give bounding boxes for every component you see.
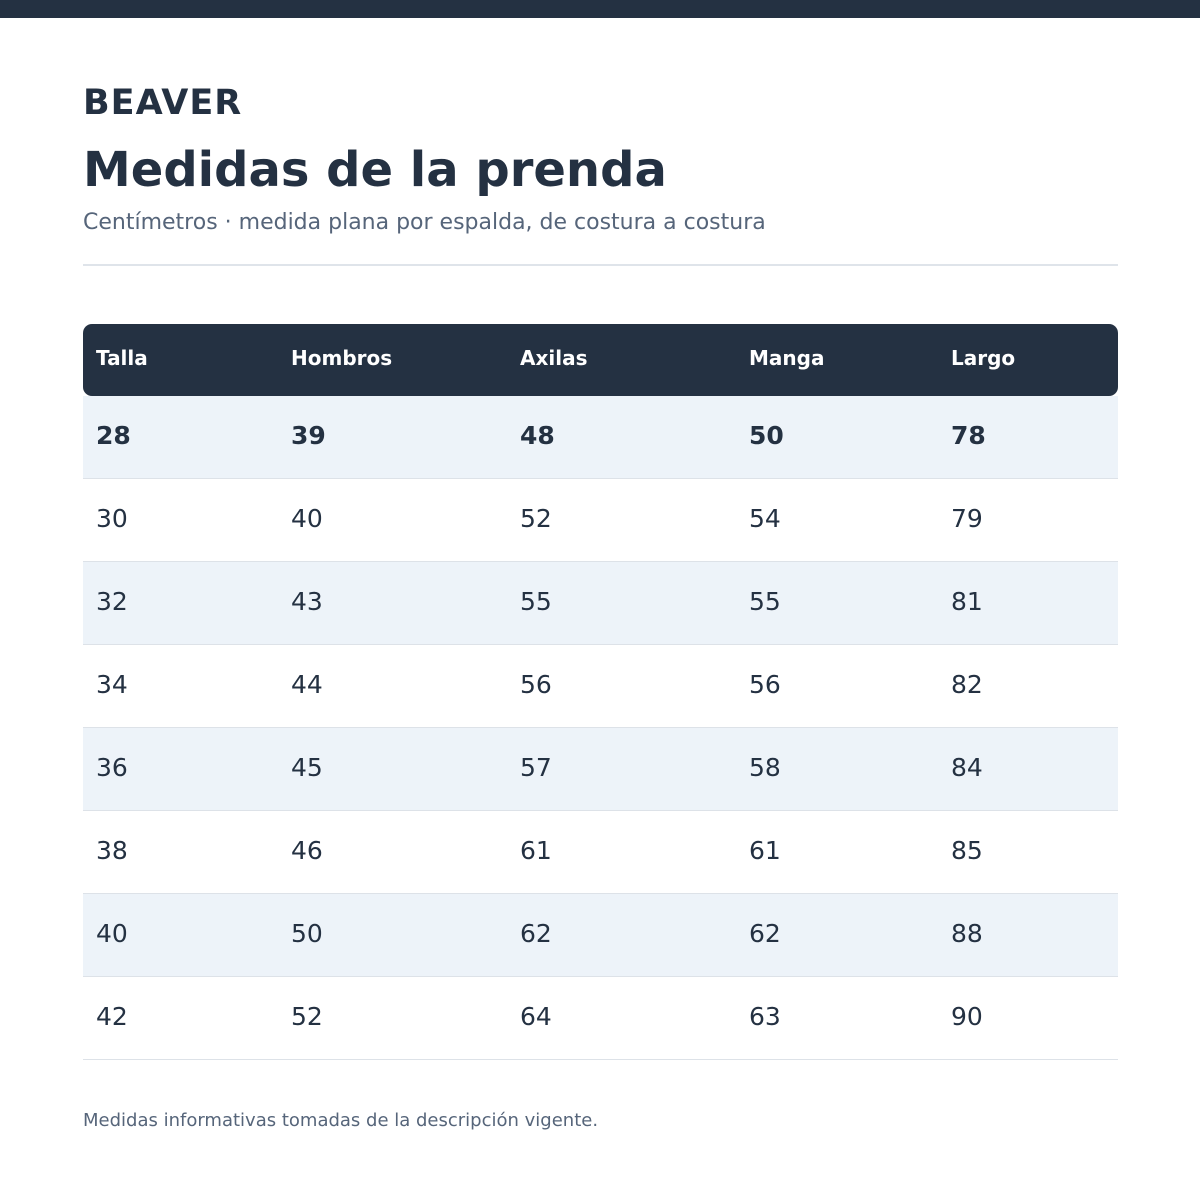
cell-hombros: 39 xyxy=(291,421,326,450)
cell-largo: 90 xyxy=(951,1002,983,1031)
cell-largo: 85 xyxy=(951,836,983,865)
table-row: 34 44 56 56 82 xyxy=(83,645,1118,728)
cell-axilas: 56 xyxy=(520,670,552,699)
cell-talla: 36 xyxy=(96,753,128,782)
cell-hombros: 52 xyxy=(291,1002,323,1031)
cell-hombros: 43 xyxy=(291,587,323,616)
page-title: Medidas de la prenda xyxy=(83,142,667,198)
cell-talla: 34 xyxy=(96,670,128,699)
table-row: 38 46 61 61 85 xyxy=(83,811,1118,894)
measurements-table: Talla Hombros Axilas Manga Largo 28 39 4… xyxy=(83,324,1118,1060)
header-divider xyxy=(83,264,1118,266)
cell-talla: 38 xyxy=(96,836,128,865)
cell-largo: 78 xyxy=(951,421,986,450)
cell-hombros: 46 xyxy=(291,836,323,865)
cell-hombros: 44 xyxy=(291,670,323,699)
cell-axilas: 64 xyxy=(520,1002,552,1031)
brand-name: BEAVER xyxy=(83,83,243,123)
cell-axilas: 57 xyxy=(520,753,552,782)
table-row: 30 40 52 54 79 xyxy=(83,479,1118,562)
cell-talla: 30 xyxy=(96,504,128,533)
cell-hombros: 40 xyxy=(291,504,323,533)
table-header-row: Talla Hombros Axilas Manga Largo xyxy=(83,324,1118,396)
table-row: 32 43 55 55 81 xyxy=(83,562,1118,645)
cell-manga: 50 xyxy=(749,421,784,450)
cell-axilas: 52 xyxy=(520,504,552,533)
cell-axilas: 48 xyxy=(520,421,555,450)
cell-manga: 63 xyxy=(749,1002,781,1031)
cell-axilas: 55 xyxy=(520,587,552,616)
page-subtitle: Centímetros · medida plana por espalda, … xyxy=(83,210,766,235)
table-row: 42 52 64 63 90 xyxy=(83,977,1118,1060)
cell-manga: 62 xyxy=(749,919,781,948)
cell-talla: 42 xyxy=(96,1002,128,1031)
cell-hombros: 45 xyxy=(291,753,323,782)
cell-largo: 84 xyxy=(951,753,983,782)
cell-talla: 40 xyxy=(96,919,128,948)
column-header-axilas: Axilas xyxy=(520,346,588,370)
cell-axilas: 61 xyxy=(520,836,552,865)
cell-manga: 56 xyxy=(749,670,781,699)
cell-manga: 61 xyxy=(749,836,781,865)
column-header-hombros: Hombros xyxy=(291,346,393,370)
column-header-talla: Talla xyxy=(96,346,148,370)
column-header-manga: Manga xyxy=(749,346,825,370)
table-row: 36 45 57 58 84 xyxy=(83,728,1118,811)
table-row: 28 39 48 50 78 xyxy=(83,396,1118,479)
column-header-largo: Largo xyxy=(951,346,1016,370)
cell-largo: 79 xyxy=(951,504,983,533)
cell-manga: 55 xyxy=(749,587,781,616)
footnote: Medidas informativas tomadas de la descr… xyxy=(83,1110,599,1131)
cell-largo: 82 xyxy=(951,670,983,699)
cell-manga: 54 xyxy=(749,504,781,533)
top-accent-bar xyxy=(0,0,1200,18)
cell-axilas: 62 xyxy=(520,919,552,948)
table-row: 40 50 62 62 88 xyxy=(83,894,1118,977)
cell-largo: 88 xyxy=(951,919,983,948)
cell-talla: 28 xyxy=(96,421,131,450)
cell-manga: 58 xyxy=(749,753,781,782)
cell-talla: 32 xyxy=(96,587,128,616)
cell-largo: 81 xyxy=(951,587,983,616)
cell-hombros: 50 xyxy=(291,919,323,948)
